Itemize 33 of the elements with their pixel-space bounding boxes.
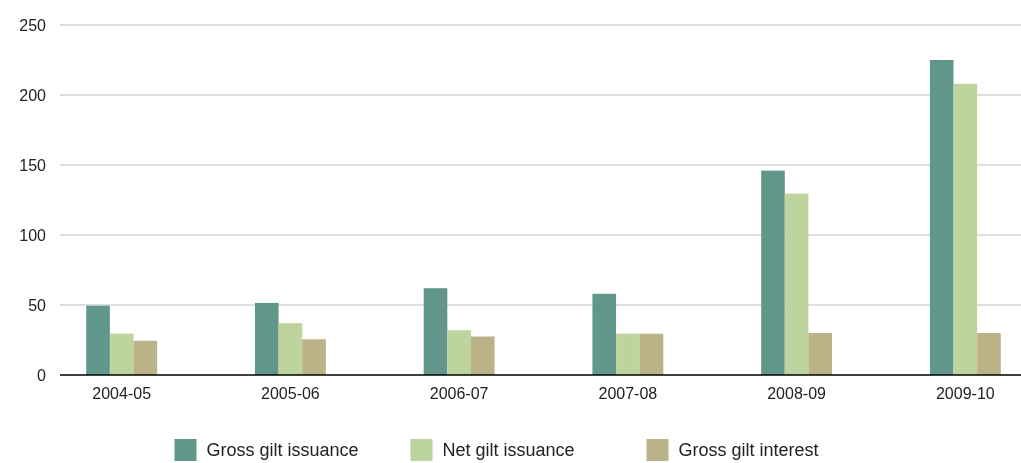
y-tick-label: 250 [19,16,47,34]
bar [109,333,134,375]
x-tick-label: 2006-07 [429,385,489,402]
x-tick-label: 2005-06 [261,385,320,402]
x-tick-label: 2009-10 [935,385,995,402]
y-tick-label: 150 [19,156,47,174]
x-tick-label: 2008-09 [767,385,827,402]
bar [447,330,471,375]
bar [929,60,954,375]
legend-label: Gross gilt issuance [206,440,359,461]
legend-label: Gross gilt interest [678,440,819,461]
bar [470,336,495,375]
y-tick-label: 0 [37,366,47,384]
bar [86,305,110,375]
bar [254,302,279,375]
bar [302,339,326,375]
y-tick-label: 50 [28,296,47,314]
bar [977,333,1001,375]
bar [278,323,303,375]
bar [616,333,640,375]
bar [761,170,785,375]
x-tick-label: 2004-05 [92,385,152,402]
bar [423,288,448,375]
bar [784,193,809,375]
bar [592,293,617,375]
bar [639,333,664,375]
x-tick-label: 2007-08 [598,385,658,402]
bar [953,83,978,375]
y-tick-label: 200 [19,86,47,104]
legend-label: Net gilt issuance [442,440,575,461]
y-tick-label: 100 [19,226,47,244]
bar [808,333,833,375]
bar [133,340,158,375]
